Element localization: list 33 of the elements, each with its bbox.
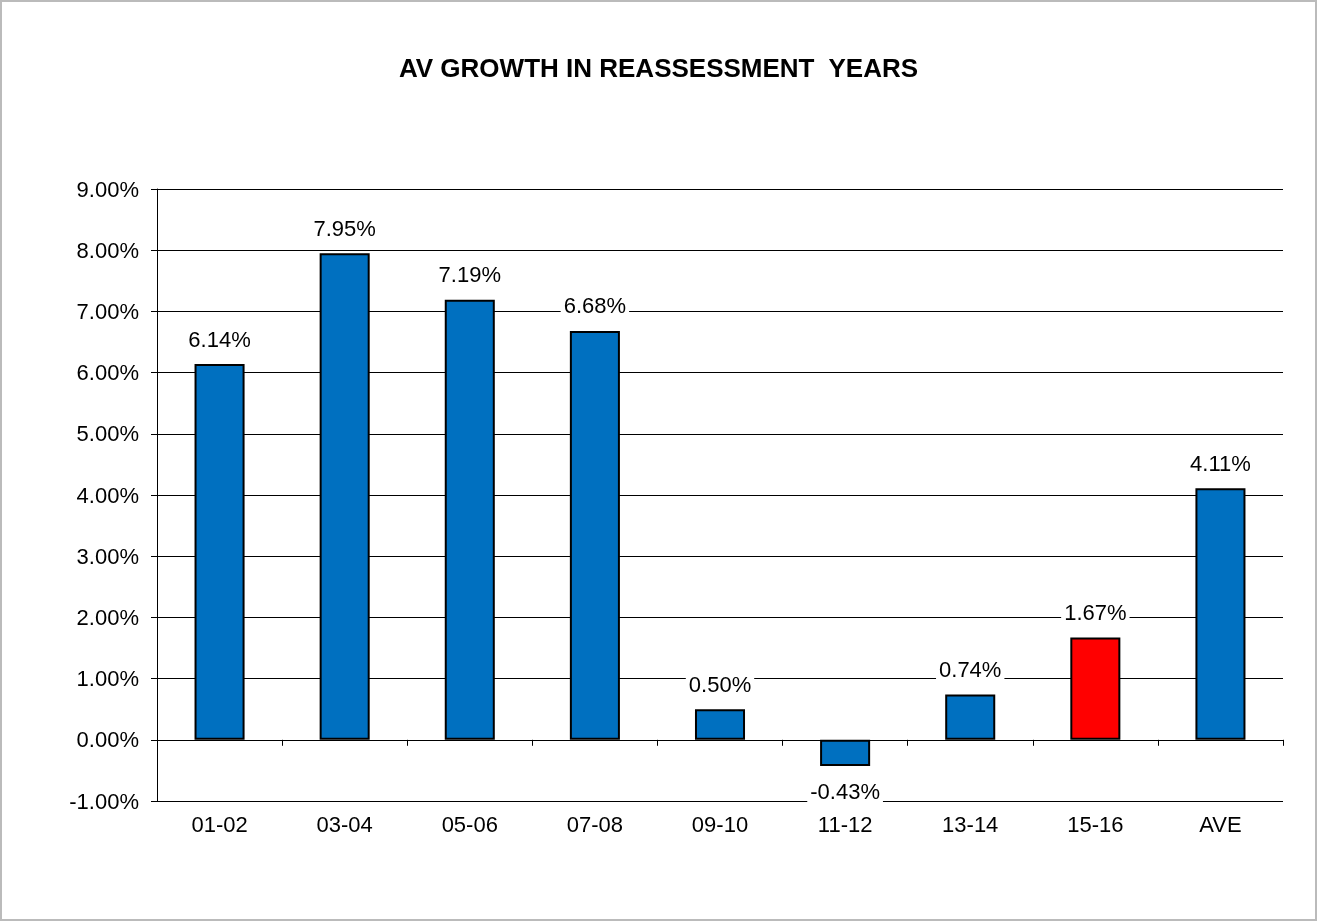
data-label: -0.43% <box>810 778 880 804</box>
y-tick-label: 0.00% <box>76 727 139 753</box>
bar <box>820 739 871 767</box>
data-label: 6.14% <box>188 326 251 352</box>
data-label: 0.74% <box>939 657 1002 683</box>
chart-title: AV GROWTH IN REASSESSMENT YEARS <box>398 53 919 83</box>
bar <box>945 694 996 740</box>
bar <box>694 709 746 740</box>
data-label: 7.19% <box>438 262 501 288</box>
y-tick-label: 7.00% <box>76 298 139 324</box>
x-tick-label: 05-06 <box>441 811 498 837</box>
x-tick-label: 07-08 <box>566 811 624 837</box>
y-tick-label: 3.00% <box>76 543 139 569</box>
y-tick-label: 2.00% <box>76 604 139 630</box>
x-tick-label: AVE <box>1199 811 1242 837</box>
y-tick-label: 4.00% <box>76 482 139 508</box>
x-tick-label: 15-16 <box>1067 811 1124 837</box>
x-tick-label: 13-14 <box>942 811 999 837</box>
y-tick-label: 5.00% <box>76 421 139 447</box>
data-label: 7.95% <box>313 215 376 241</box>
data-label: 0.50% <box>688 671 752 697</box>
data-label: 4.11% <box>1190 450 1251 476</box>
y-tick-label: 6.00% <box>76 360 139 386</box>
y-tick-label: -1.00% <box>69 788 139 814</box>
x-tick-label: 11-12 <box>817 811 873 837</box>
data-label: 6.68% <box>563 293 627 319</box>
y-tick-label: 1.00% <box>76 666 139 692</box>
y-tick-label: 8.00% <box>76 237 139 263</box>
data-label: 1.67% <box>1064 600 1127 626</box>
y-tick-label: 9.00% <box>76 176 139 202</box>
x-tick-label: 01-02 <box>191 811 248 837</box>
x-tick-label: 09-10 <box>691 811 749 837</box>
x-tick-label: 03-04 <box>316 811 373 837</box>
